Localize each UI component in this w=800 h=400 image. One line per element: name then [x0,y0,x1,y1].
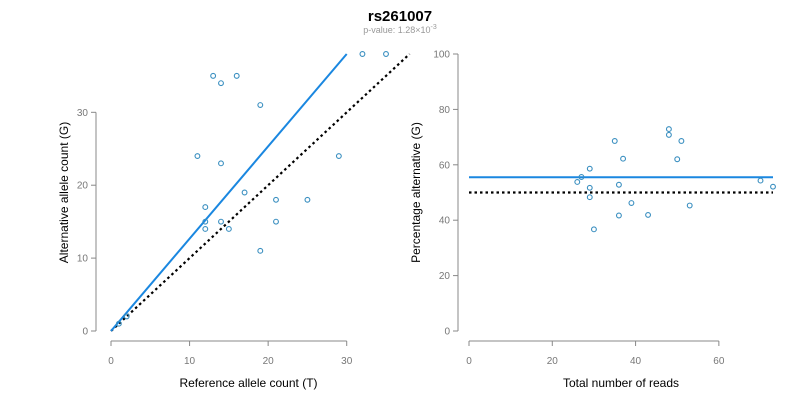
data-point [123,313,130,320]
x-tick-label: 60 [713,356,725,367]
data-point [665,126,672,133]
data-point [257,102,264,108]
subtitle-exponent: -3 [431,24,437,31]
y-tick-label: 20 [77,181,89,192]
y-tick-label: 60 [439,160,451,171]
data-point [194,153,201,160]
panel-allele-counts: 0 10 20 30 0 10 20 30 Reference allele count (T)… [57,51,411,390]
data-point [218,218,224,225]
chart-title: rs261007 [368,8,432,25]
data-point [115,320,122,327]
data-point [241,189,248,196]
x-tick-label: 20 [263,356,275,367]
data-point [770,183,776,190]
data-point [686,202,693,209]
data-point [757,177,764,184]
data-point [383,51,389,57]
subtitle-prefix: p-value: 1.28×10 [363,25,430,35]
y-tick-label: 20 [439,271,451,282]
data-point [273,218,279,225]
y-tick-label: 100 [433,50,450,61]
data-point [645,211,652,218]
data-point [335,153,342,160]
data-point [615,212,622,219]
y-axis-title: Alternative allele count (G) [57,122,71,263]
data-point [210,72,217,79]
reference-line [110,53,411,332]
fit-line [110,53,348,332]
data-point [202,225,209,232]
data-point [586,184,593,191]
y-tick-label: 30 [77,108,89,119]
data-point [359,51,366,57]
y-tick-label: 10 [77,254,89,265]
data-point [257,247,264,254]
data-point [611,138,618,144]
data-point [273,196,279,203]
data-point [590,226,597,233]
x-tick-label: 10 [184,356,196,367]
data-point [202,218,209,225]
data-point [674,156,681,163]
y-axis-title: Percentage alternative (G) [409,122,423,263]
y-tick-label: 40 [439,216,451,227]
data-point [665,131,672,138]
x-tick-label: 40 [630,356,642,367]
chart-subtitle: p-value: 1.28×10-3 [363,24,437,35]
x-axis-title: Reference allele count (T) [179,376,317,390]
data-point [586,194,593,201]
x-axis-title: Total number of reads [563,376,679,390]
x-tick-label: 30 [341,356,353,367]
panel-percentage-alternative: 0 20 40 60 0 20 40 60 80 100 Total number of reads… [409,50,776,390]
data-point [202,204,209,211]
x-tick-label: 20 [547,356,559,367]
x-tick-label: 0 [108,356,114,367]
y-tick-label: 0 [444,327,450,338]
data-point [586,165,593,172]
data-point [678,138,685,144]
data-point [620,155,627,162]
data-point [218,160,224,167]
data-point [225,225,232,232]
x-tick-label: 0 [466,356,472,367]
y-tick-label: 0 [82,327,88,338]
data-point [578,174,585,180]
data-point [574,179,581,185]
data-point [615,181,622,188]
data-point [218,80,224,87]
y-tick-label: 80 [439,105,451,116]
data-point [304,196,311,203]
data-point [233,72,240,79]
data-point [628,200,635,206]
